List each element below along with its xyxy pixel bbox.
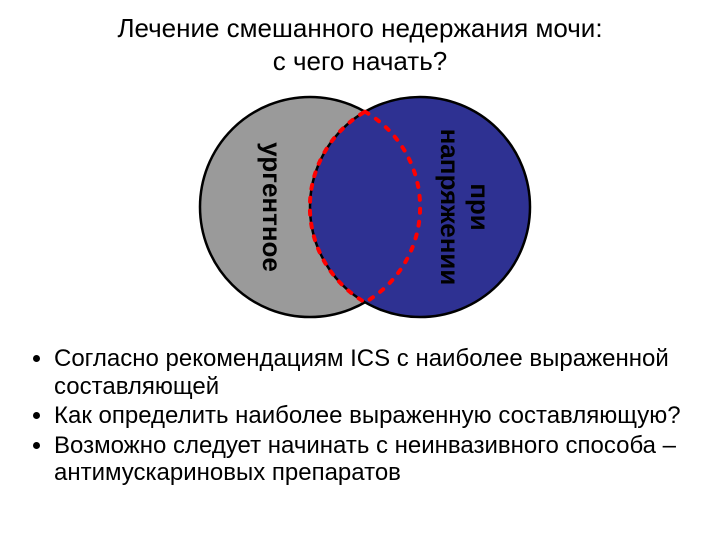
right-circle-label-top: при [465,183,495,231]
title-line-2: с чего начать? [0,45,720,78]
right-circle-label-bottom: напряжении [435,129,465,286]
venn-diagram: ургентное при напряжении [0,77,720,337]
left-circle-label: ургентное [257,142,287,272]
bullet-item: Как определить наиболее выраженную соста… [54,402,690,430]
bullet-item: Возможно следует начинать с неинвазивног… [54,432,690,487]
bullet-list: Согласно рекомендациям ICS с наиболее вы… [0,337,720,487]
slide-title: Лечение смешанного недержания мочи: с че… [0,0,720,77]
title-line-1: Лечение смешанного недержания мочи: [0,12,720,45]
venn-svg: ургентное при напряжении [130,77,590,337]
bullet-item: Согласно рекомендациям ICS с наиболее вы… [54,345,690,400]
